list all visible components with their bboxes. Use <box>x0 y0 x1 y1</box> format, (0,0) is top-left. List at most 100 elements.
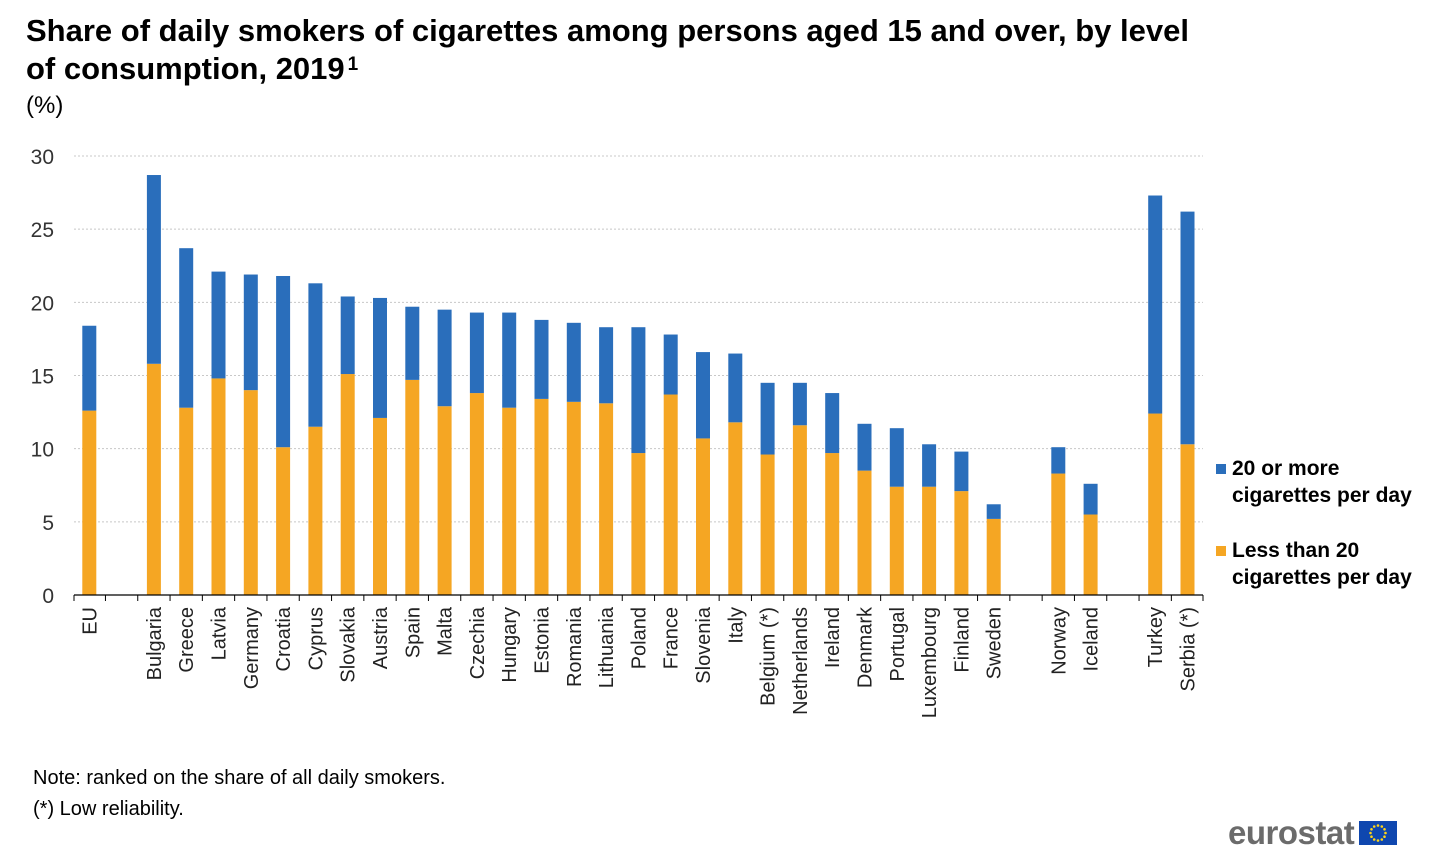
bar-20-or-more-norway <box>1051 447 1066 474</box>
title-footnote: 1 <box>347 54 359 75</box>
bar-20-or-more-belgium <box>760 382 775 455</box>
x-tick-label-germany: Germany <box>241 607 263 689</box>
bar-less-than-20-iceland <box>1083 514 1098 595</box>
bar-20-or-more-hungary <box>502 312 517 408</box>
x-tick-label-slovakia: Slovakia <box>338 606 360 682</box>
x-tick-label-spain: Spain <box>402 607 424 658</box>
bar-20-or-more-turkey <box>1148 195 1163 414</box>
y-tick-label-5: 5 <box>42 512 54 535</box>
bar-less-than-20-cyprus <box>308 426 323 595</box>
bar-20-or-more-france <box>663 334 678 395</box>
bar-less-than-20-slovenia <box>696 438 710 595</box>
bar-20-or-more-croatia <box>276 275 291 448</box>
x-tick-label-poland: Poland <box>628 607 650 669</box>
x-tick-label-iceland: Iceland <box>1081 607 1103 672</box>
x-tick-label-serbia: Serbia (*) <box>1178 607 1200 691</box>
bar-20-or-more-czechia <box>469 312 484 394</box>
y-tick-label-15: 15 <box>31 366 54 389</box>
legend-swatch-less-than-20 <box>1216 546 1226 556</box>
bar-20-or-more-lithuania <box>599 327 614 404</box>
y-tick-label-30: 30 <box>31 146 54 169</box>
x-tick-label-france: France <box>661 607 683 669</box>
legend-label-less-than-20: Less than 20 cigarettes per day <box>1232 539 1412 589</box>
x-tick-label-ireland: Ireland <box>822 607 844 668</box>
x-tick-label-latvia: Latvia <box>209 606 231 660</box>
legend-item-less-than-20: Less than 20 cigarettes per day <box>1216 537 1436 591</box>
bar-20-or-more-slovenia <box>696 352 710 439</box>
bar-20-or-more-portugal <box>889 428 904 487</box>
unit-label: (%) <box>26 92 64 119</box>
bars <box>82 175 1195 595</box>
x-tick-label-lithuania: Lithuania <box>596 606 618 688</box>
bar-20-or-more-netherlands <box>792 382 807 426</box>
bar-20-or-more-denmark <box>857 423 872 471</box>
chart-title-text: Share of daily smokers of cigarettes amo… <box>26 13 1189 86</box>
bar-20-or-more-austria <box>373 297 387 418</box>
x-tick-label-croatia: Croatia <box>273 606 295 671</box>
x-tick-label-cyprus: Cyprus <box>305 607 327 670</box>
x-tick-label-greece: Greece <box>176 607 198 673</box>
x-tick-label-netherlands: Netherlands <box>790 607 812 715</box>
x-tick-label-portugal: Portugal <box>887 607 909 682</box>
bar-less-than-20-france <box>663 394 678 595</box>
eurostat-logo: eurostat <box>1228 814 1398 852</box>
notes: Note: ranked on the share of all daily s… <box>33 763 445 825</box>
bar-20-or-more-serbia <box>1180 211 1195 445</box>
bar-less-than-20-ireland <box>825 453 840 595</box>
bar-less-than-20-greece <box>179 407 194 595</box>
bar-20-or-more-estonia <box>534 319 549 399</box>
x-tick-label-turkey: Turkey <box>1145 607 1167 667</box>
bar-20-or-more-cyprus <box>308 283 323 427</box>
bar-less-than-20-norway <box>1051 473 1066 595</box>
y-axis-ticks: 0 5 10 15 20 25 30 <box>31 146 54 608</box>
x-tick-label-italy: Italy <box>725 607 747 644</box>
bar-less-than-20-netherlands <box>792 425 807 595</box>
x-tick-label-denmark: Denmark <box>855 606 877 688</box>
bar-less-than-20-portugal <box>889 486 904 595</box>
chart-title: Share of daily smokers of cigarettes amo… <box>26 12 1206 88</box>
bar-20-or-more-slovakia <box>340 296 355 375</box>
note-ranking: Note: ranked on the share of all daily s… <box>33 767 446 789</box>
bar-less-than-20-finland <box>954 491 969 595</box>
y-tick-label-25: 25 <box>31 219 54 242</box>
x-tick-label-malta: Malta <box>435 606 457 656</box>
y-tick-label-0: 0 <box>42 585 54 608</box>
bar-less-than-20-denmark <box>857 470 872 595</box>
bar-less-than-20-belgium <box>760 454 775 595</box>
x-tick-label-luxembourg: Luxembourg <box>919 607 941 718</box>
legend-swatch-20-or-more <box>1216 464 1226 474</box>
bar-less-than-20-spain <box>405 379 420 595</box>
bar-20-or-more-latvia <box>211 271 226 379</box>
bar-20-or-more-spain <box>405 306 420 380</box>
bar-20-or-more-malta <box>437 309 452 407</box>
bar-20-or-more-iceland <box>1083 483 1098 515</box>
bar-less-than-20-croatia <box>276 447 291 595</box>
bar-less-than-20-slovakia <box>340 374 355 595</box>
x-tick-label-slovenia: Slovenia <box>693 606 715 684</box>
bar-less-than-20-austria <box>373 417 387 595</box>
y-tick-label-10: 10 <box>31 439 54 462</box>
bar-20-or-more-sweden <box>986 504 1001 519</box>
bar-20-or-more-greece <box>179 248 194 408</box>
eu-flag-icon <box>1359 821 1398 845</box>
bar-less-than-20-hungary <box>502 407 517 595</box>
bar-less-than-20-bulgaria <box>146 363 161 595</box>
x-tick-label-bulgaria: Bulgaria <box>144 606 166 680</box>
bar-less-than-20-serbia <box>1180 444 1195 595</box>
x-tick-label-hungary: Hungary <box>499 607 521 683</box>
bar-20-or-more-poland <box>631 327 646 454</box>
bar-20-or-more-romania <box>566 322 581 402</box>
legend-label-20-or-more: 20 or more cigarettes per day <box>1232 457 1412 507</box>
x-tick-label-romania: Romania <box>564 606 586 687</box>
bar-20-or-more-luxembourg <box>922 444 937 487</box>
y-tick-label-20: 20 <box>31 292 54 315</box>
bar-less-than-20-italy <box>728 422 743 595</box>
bar-less-than-20-estonia <box>534 398 549 595</box>
bar-less-than-20-czechia <box>469 393 484 595</box>
x-tick-label-norway: Norway <box>1048 607 1070 675</box>
x-tick-label-belgium: Belgium (*) <box>758 607 780 706</box>
bar-20-or-more-italy <box>728 353 743 423</box>
bar-less-than-20-poland <box>631 453 646 595</box>
bar-less-than-20-turkey <box>1148 413 1163 595</box>
legend: 20 or more cigarettes per day Less than … <box>1216 455 1436 619</box>
